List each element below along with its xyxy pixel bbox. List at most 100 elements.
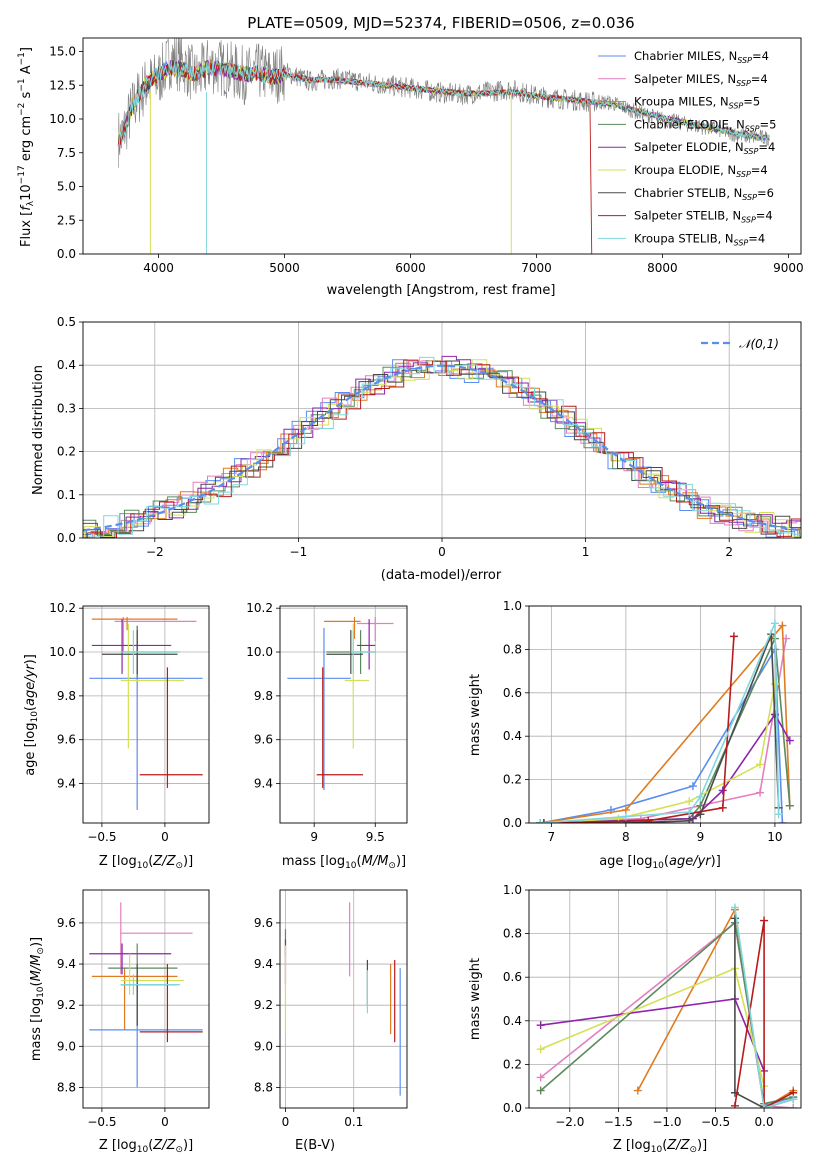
massweight-vs-age-panel: 7 8 9 10 0.0 0.2 0.4 0.6 0.8 1.0	[503, 599, 802, 844]
massweight-line	[543, 636, 735, 823]
massweight-marker	[729, 632, 738, 641]
x-tick-label: 1	[582, 545, 590, 559]
massweight-marker	[536, 1073, 545, 1082]
y-tick-label: 1.0	[503, 883, 522, 897]
massweight-line	[543, 638, 787, 823]
legend-subscript: SSP	[736, 79, 751, 88]
x-tick-label: 0	[161, 830, 169, 844]
massweight-marker	[536, 819, 545, 823]
legend-value: =4	[756, 209, 773, 223]
y-tick-label: 5.0	[57, 180, 76, 194]
x-tick-label: 9.5	[366, 830, 385, 844]
x-tick-label: −1	[290, 545, 308, 559]
y-tick-label: 9.6	[254, 733, 273, 747]
histogram-step	[83, 356, 801, 538]
legend-subscript: SSP	[736, 170, 751, 179]
y-tick-label: 9.8	[254, 689, 273, 703]
histogram-ylabel: Normed distribution	[31, 365, 46, 495]
massweight-marker	[778, 621, 787, 630]
y-tick-label: 0.6	[503, 970, 522, 984]
massweight-marker	[760, 916, 769, 925]
massweight-marker	[685, 808, 694, 817]
age-vs-metallicity-panel: −0.5 0 9.4 9.6 9.8 10.0 10.2	[49, 601, 210, 844]
y-tick-label: 9.4	[254, 957, 273, 971]
legend-label: Kroupa STELIB, NSSP=4	[634, 231, 765, 247]
y-tick-label: 8.8	[254, 1080, 273, 1094]
massweight-marker	[621, 812, 630, 821]
x-tick-label: −2.0	[555, 1115, 584, 1129]
legend-subscript: SSP	[744, 147, 759, 156]
y-tick-label: 1.0	[503, 599, 522, 613]
y-tick-label: 0.5	[57, 315, 76, 329]
y-tick-label: 9.4	[57, 957, 76, 971]
ageZ-xlabel: Z [log10(Z/Z⊙)]	[99, 854, 193, 871]
y-tick-label: 0.8	[503, 927, 522, 941]
massweight-marker	[688, 782, 697, 791]
massweight-marker	[730, 1101, 739, 1108]
mwZ-xlabel: Z [log10(Z/Z⊙)]	[613, 1138, 707, 1155]
legend-subscript: SSP	[745, 124, 760, 133]
massweight-marker	[718, 803, 727, 812]
mwAge-xlabel: age [log10(age/yr)]	[599, 854, 721, 871]
legend-label: Kroupa ELODIE, NSSP=4	[634, 163, 768, 179]
age-vs-mass-panel: 9 9.5 9.4 9.6 9.8 10.0 10.2	[246, 601, 408, 844]
massweight-marker	[730, 903, 739, 912]
massweight-marker	[685, 816, 694, 823]
x-tick-label: 0	[438, 545, 446, 559]
y-tick-label: 8.8	[57, 1080, 76, 1094]
massweight-marker	[756, 788, 765, 797]
plot-area	[89, 616, 203, 810]
plot-area	[536, 903, 798, 1108]
y-tick-label: 0.2	[503, 1057, 522, 1071]
massweight-marker	[770, 680, 779, 689]
legend-value: =4	[748, 231, 765, 245]
y-tick-label: 0.1	[57, 488, 76, 502]
massweight-marker	[536, 1086, 545, 1095]
y-tick-label: 0.2	[57, 445, 76, 459]
plot-area	[83, 355, 801, 538]
legend-label: Kroupa MILES, NSSP=5	[634, 95, 760, 111]
y-tick-label: 9.4	[57, 777, 76, 791]
y-tick-label: 7.5	[57, 146, 76, 160]
axes-frame	[82, 889, 210, 1109]
histogram-xlabel: (data-model)/error	[381, 568, 502, 583]
model-spectrum-line	[117, 60, 593, 254]
massweight-line	[540, 635, 791, 823]
x-tick-label: 4000	[143, 261, 174, 275]
legend-subscript: SSP	[729, 102, 744, 111]
massweight-line	[540, 967, 765, 1087]
massweight-marker	[685, 797, 694, 806]
y-tick-label: 9.0	[254, 1039, 273, 1053]
axes-frame	[82, 321, 802, 539]
legend-subscript: SSP	[741, 216, 756, 225]
massZ-xlabel: Z [log10(Z/Z⊙)]	[99, 1138, 193, 1155]
y-tick-label: 0.2	[503, 773, 522, 787]
observed-spectrum-line	[118, 38, 770, 168]
legend-value: =4	[758, 140, 775, 154]
y-tick-label: 12.5	[49, 78, 76, 92]
x-tick-label: −1.5	[604, 1115, 633, 1129]
plot-area	[89, 902, 203, 1088]
reference-legend-label: 𝒩(0,1)	[739, 337, 779, 351]
legend-value: =6	[757, 186, 774, 200]
y-tick-label: 15.0	[49, 45, 76, 59]
massweight-marker	[644, 816, 653, 823]
residual-histogram-panel: −2 −1 0 1 2 0.0 0.1 0.2 0.3 0.4 0.5 𝒩(0,1)	[57, 315, 802, 559]
plot-area	[117, 38, 770, 254]
spectrum-legend: Chabrier MILES, NSSP=4 Salpeter MILES, NS…	[598, 49, 776, 247]
legend-label: Chabrier MILES, NSSP=4	[634, 49, 769, 65]
gaussian-reference-curve	[83, 364, 801, 532]
y-tick-label: 0.0	[503, 1101, 522, 1115]
massweight-marker	[696, 792, 705, 801]
legend-value: =5	[760, 117, 777, 131]
massweight-marker	[760, 1104, 769, 1108]
legend-label: Chabrier ELODIE, NSSP=5	[634, 117, 776, 133]
y-tick-label: 0.4	[57, 358, 76, 372]
plot-area	[536, 619, 794, 823]
massweight-line	[734, 907, 794, 1108]
y-tick-label: 10.0	[49, 112, 76, 126]
y-tick-label: 10.0	[49, 645, 76, 659]
massweight-marker	[774, 810, 783, 819]
x-tick-label: −1.0	[652, 1115, 681, 1129]
